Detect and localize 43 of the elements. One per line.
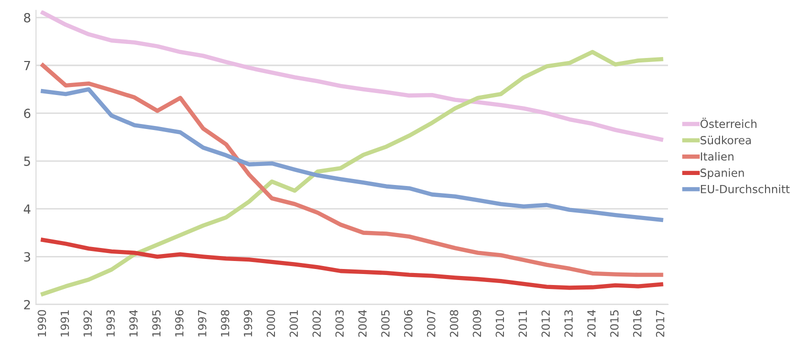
x-tick-label: 1993 xyxy=(106,310,115,336)
x-tick-label: 2005 xyxy=(381,310,390,337)
x-tick-label: 1991 xyxy=(60,310,69,336)
y-tick-label: 4 xyxy=(24,204,30,214)
x-tick-label: 1990 xyxy=(38,310,46,336)
x-tick-label: 2013 xyxy=(564,310,573,337)
y-tick-label: 8 xyxy=(24,13,30,22)
x-tick-label: 2008 xyxy=(450,310,458,337)
x-tick-label: 2003 xyxy=(335,310,344,337)
x-tick-label: 1997 xyxy=(198,310,206,336)
x-tick-label: 2006 xyxy=(404,310,412,337)
x-tick-label: 1995 xyxy=(152,310,161,336)
y-tick-label: 7 xyxy=(24,61,30,70)
line-series xyxy=(40,238,664,290)
y-tick-label: 5 xyxy=(24,156,30,166)
x-tick-label: 2001 xyxy=(290,310,298,337)
x-tick-label: 2015 xyxy=(610,310,619,337)
legend-label: Italien xyxy=(700,152,734,161)
x-tick-label: 2016 xyxy=(633,310,642,337)
x-tick-label: 2017 xyxy=(656,310,664,337)
y-tick-label: 3 xyxy=(24,252,30,262)
x-tick-label: 2007 xyxy=(426,310,436,337)
legend-label: EU-Durchschnitt xyxy=(700,184,790,194)
x-tick-label: 2010 xyxy=(496,310,504,337)
legend-label: Südkorea xyxy=(700,136,751,144)
x-tick-label: 1996 xyxy=(175,310,184,336)
x-tick-label: 2000 xyxy=(266,310,276,337)
x-tick-label: 2002 xyxy=(312,310,321,337)
line-series xyxy=(40,87,664,222)
x-tick-label: 2014 xyxy=(587,310,596,337)
x-tick-label: 1994 xyxy=(129,310,138,336)
x-tick-label: 2009 xyxy=(472,310,482,337)
legend-label: Österreich xyxy=(700,118,756,128)
x-tick-label: 1999 xyxy=(244,310,252,336)
x-tick-label: 1998 xyxy=(220,310,230,336)
x-tick-label: 2011 xyxy=(518,310,527,337)
y-tick-label: 2 xyxy=(24,300,30,310)
y-tick-label: 6 xyxy=(24,108,30,118)
legend-label: Spanien xyxy=(700,168,744,180)
x-tick-label: 2012 xyxy=(541,310,550,337)
x-tick-label: 1992 xyxy=(83,310,92,336)
line-series xyxy=(40,10,664,142)
x-tick-label: 2004 xyxy=(358,310,367,337)
